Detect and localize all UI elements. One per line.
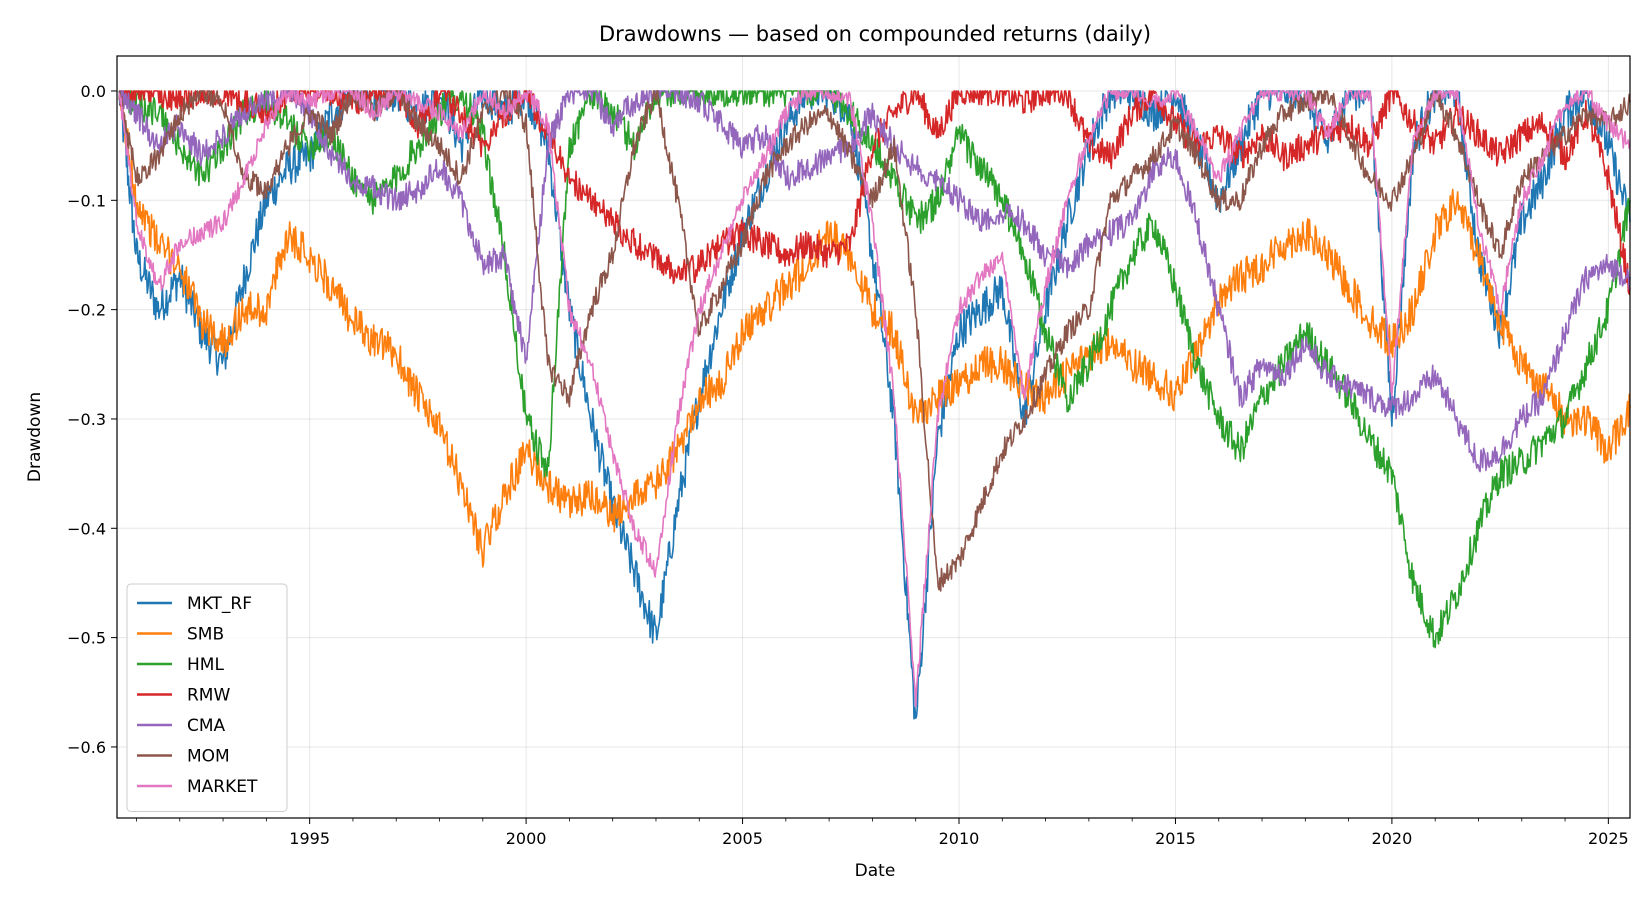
y-tick-label: −0.4 (67, 519, 106, 538)
grid-lines (117, 56, 1630, 818)
y-tick-label: −0.3 (67, 410, 106, 429)
x-tick-label: 2020 (1372, 829, 1413, 848)
legend-entry: MARKET (187, 777, 258, 797)
x-tick-label: 2010 (939, 829, 980, 848)
series-line-market (118, 90, 1631, 708)
series-lines (118, 90, 1631, 720)
x-tick-label: 2000 (506, 829, 547, 848)
x-tick-label: 1995 (289, 829, 330, 848)
legend-entry: MKT_RF (187, 594, 252, 614)
legend-entry: SMB (187, 625, 224, 645)
y-tick-label: −0.6 (67, 738, 106, 757)
y-axis: 0.0 −0.1 −0.2 −0.3 −0.4 −0.5 −0.6 (67, 82, 117, 757)
legend-entry: CMA (187, 716, 226, 736)
x-tick-label: 2015 (1155, 829, 1196, 848)
legend-entry: HML (187, 655, 224, 675)
y-axis-label: Drawdown (25, 392, 45, 482)
legend-entry: RMW (187, 686, 230, 706)
plot-area-frame (116, 55, 1631, 819)
series-line-smb (119, 90, 1631, 568)
x-axis: 1995 2000 2005 2010 2015 2020 2025 (136, 818, 1629, 848)
y-tick-label: −0.1 (67, 191, 106, 210)
x-axis-label: Date (855, 861, 896, 881)
y-tick-label: 0.0 (81, 82, 106, 101)
x-tick-label: 2025 (1588, 829, 1629, 848)
y-tick-label: −0.5 (67, 629, 106, 648)
series-line-hml (118, 90, 1631, 649)
y-tick-label: −0.2 (67, 301, 106, 320)
series-line-cma (118, 90, 1631, 473)
legend: MKT_RF SMB HML RMW CMA MOM MARKET (126, 583, 288, 812)
legend-entry: MOM (187, 747, 230, 767)
chart-title: Drawdowns — based on compounded returns … (599, 22, 1151, 46)
x-tick-label: 2005 (722, 829, 763, 848)
